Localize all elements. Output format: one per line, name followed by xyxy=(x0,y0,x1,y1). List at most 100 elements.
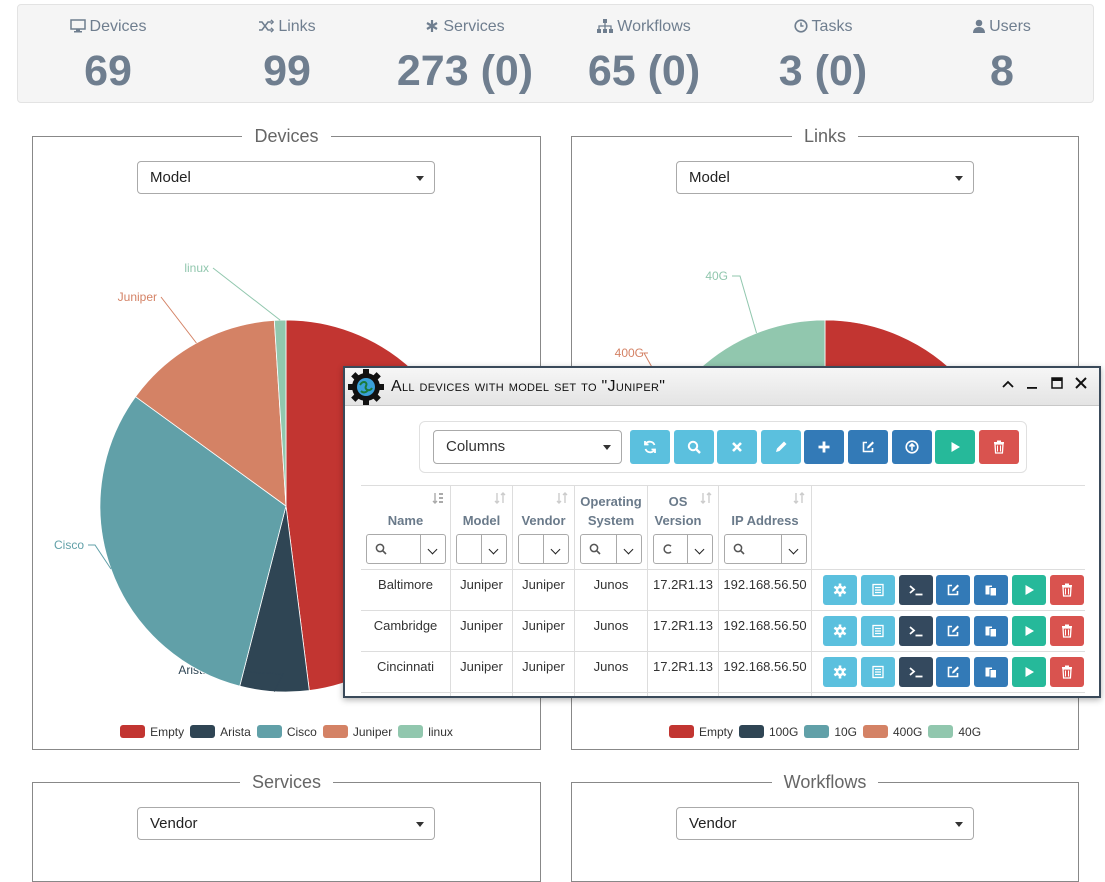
model-filter[interactable] xyxy=(456,534,507,564)
ip-filter[interactable] xyxy=(724,534,807,564)
chevron-down-icon[interactable] xyxy=(543,535,568,563)
legend-item-cisco[interactable]: Cisco xyxy=(256,725,317,739)
plus-icon xyxy=(817,440,831,454)
stat-workflows[interactable]: Workflows 65 (0) xyxy=(554,5,734,93)
settings-button[interactable] xyxy=(823,575,857,605)
links-property-select[interactable]: Model xyxy=(676,161,974,194)
column-header-os-version[interactable]: OS Version xyxy=(648,486,719,570)
legend-item-empty[interactable]: Empty xyxy=(668,725,733,739)
settings-button[interactable] xyxy=(823,657,857,687)
stat-value: 69 xyxy=(84,47,132,95)
clear-search-button[interactable] xyxy=(717,430,758,464)
edit-row-button[interactable] xyxy=(936,575,971,605)
sort-icon[interactable] xyxy=(494,492,506,507)
edit-row-button[interactable] xyxy=(936,657,971,687)
services-property-select[interactable]: Vendor xyxy=(137,807,435,840)
legend-item-juniper[interactable]: Juniper xyxy=(322,725,392,739)
settings-button[interactable] xyxy=(823,616,857,646)
minimize-icon[interactable] xyxy=(1022,376,1042,394)
upload-icon xyxy=(904,440,919,454)
close-icon[interactable] xyxy=(1071,376,1091,394)
details-button[interactable] xyxy=(860,657,895,687)
window-controls xyxy=(998,376,1091,394)
pie-slice-juniper[interactable] xyxy=(134,319,287,507)
run-row-button[interactable] xyxy=(1012,575,1046,605)
sort-desc-icon[interactable] xyxy=(432,492,444,507)
stats-bar: Devices 69 Links 99 Services 273 (0) Wor… xyxy=(17,4,1094,103)
duplicate-button[interactable] xyxy=(974,575,1009,605)
legend-item-40g[interactable]: 40G xyxy=(928,725,981,739)
window-header[interactable]: All devices with model set to "Juniper" xyxy=(345,368,1099,406)
chevron-down-icon[interactable] xyxy=(687,535,712,563)
delete-row-button[interactable] xyxy=(1049,657,1084,687)
user-icon xyxy=(973,19,986,33)
run-button[interactable] xyxy=(935,430,976,464)
bulk-edit-button[interactable] xyxy=(848,430,888,464)
refresh-button[interactable] xyxy=(630,430,670,464)
chevron-down-icon[interactable] xyxy=(420,535,445,563)
terminal-button[interactable] xyxy=(898,657,933,687)
edit-button[interactable] xyxy=(760,430,801,464)
run-row-button[interactable] xyxy=(1012,616,1046,646)
legend-item-linux[interactable]: linux xyxy=(398,725,453,739)
chevron-down-icon[interactable] xyxy=(481,535,506,563)
column-header-vendor[interactable]: Vendor xyxy=(513,486,575,570)
stat-value: 8 xyxy=(990,47,1014,95)
slice-label: 40G xyxy=(705,269,728,283)
details-button[interactable] xyxy=(860,616,895,646)
chevron-down-icon[interactable] xyxy=(616,535,641,563)
sort-icon[interactable] xyxy=(793,492,805,507)
terminal-button[interactable] xyxy=(898,575,933,605)
os-filter[interactable] xyxy=(580,534,642,564)
sort-icon[interactable] xyxy=(556,492,568,507)
add-button[interactable] xyxy=(804,430,845,464)
stat-links[interactable]: Links 99 xyxy=(197,5,377,93)
maximize-icon[interactable] xyxy=(1047,376,1067,394)
table-row[interactable]: Baltimore Juniper Juniper Junos 17.2R1.13 192… xyxy=(361,569,1085,611)
run-row-button[interactable] xyxy=(1012,657,1046,687)
details-button[interactable] xyxy=(860,575,895,605)
columns-select[interactable]: Columns xyxy=(433,430,622,464)
play-icon xyxy=(1023,625,1035,637)
edit-row-button[interactable] xyxy=(936,616,971,646)
legend-item-arista[interactable]: Arista xyxy=(190,725,251,739)
select-value: Vendor xyxy=(689,815,737,832)
devices-filter-window[interactable]: All devices with model set to "Juniper" … xyxy=(343,366,1101,698)
table-row[interactable]: Cincinnati Juniper Juniper Junos 17.2R1.13 19… xyxy=(361,651,1085,693)
column-header-os[interactable]: Operating System xyxy=(575,486,648,570)
table-row[interactable]: Cambridge Juniper Juniper Junos 17.2R1.13 192… xyxy=(361,610,1085,652)
cell-ip: 192.168.56.50 xyxy=(719,570,812,611)
pie-slice-cisco[interactable] xyxy=(99,396,287,687)
chevron-down-icon[interactable] xyxy=(781,535,806,563)
workflows-property-select[interactable]: Vendor xyxy=(676,807,974,840)
stat-users[interactable]: Users 8 xyxy=(912,5,1092,93)
collapse-icon[interactable] xyxy=(998,376,1018,394)
gear-icon xyxy=(833,583,847,597)
sort-icon[interactable] xyxy=(700,492,712,507)
legend-item-empty[interactable]: Empty xyxy=(120,725,184,739)
stat-devices[interactable]: Devices 69 xyxy=(18,5,198,93)
column-header-model[interactable]: Model xyxy=(451,486,513,570)
column-header-ip[interactable]: IP Address xyxy=(719,486,812,570)
export-button[interactable] xyxy=(891,430,932,464)
legend-label: linux xyxy=(428,725,453,739)
delete-row-button[interactable] xyxy=(1049,575,1084,605)
stat-services[interactable]: Services 273 (0) xyxy=(375,5,555,93)
os-version-filter[interactable] xyxy=(653,534,713,564)
legend-item-100g[interactable]: 100G xyxy=(738,725,798,739)
duplicate-button[interactable] xyxy=(974,657,1009,687)
vendor-filter[interactable] xyxy=(518,534,569,564)
stat-value: 3 (0) xyxy=(778,47,868,95)
delete-button[interactable] xyxy=(978,430,1019,464)
legend-item-10g[interactable]: 10G xyxy=(804,725,857,739)
terminal-button[interactable] xyxy=(898,616,933,646)
pie-slice-linux[interactable] xyxy=(273,319,287,507)
stat-tasks[interactable]: Tasks 3 (0) xyxy=(733,5,913,93)
legend-item-400g[interactable]: 400G xyxy=(863,725,922,739)
column-header-name[interactable]: Name xyxy=(361,486,451,570)
name-filter[interactable] xyxy=(366,534,446,564)
delete-row-button[interactable] xyxy=(1049,616,1084,646)
devices-property-select[interactable]: Model xyxy=(137,161,435,194)
search-button[interactable] xyxy=(673,430,714,464)
duplicate-button[interactable] xyxy=(974,616,1009,646)
